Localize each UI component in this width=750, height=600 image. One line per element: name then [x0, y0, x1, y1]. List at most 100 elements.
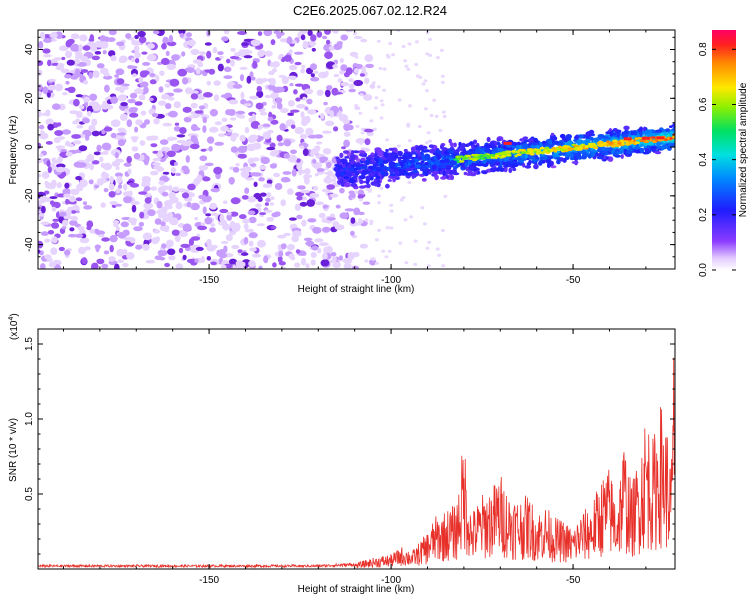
noise-blob — [127, 98, 136, 104]
noise-blob — [142, 243, 150, 251]
signal-blob — [533, 163, 539, 170]
noise-blob — [283, 153, 290, 159]
noise-blob — [179, 127, 187, 134]
signal-blob — [366, 183, 371, 189]
noise-blob — [42, 86, 49, 95]
noise-blob — [144, 119, 150, 125]
signal-core — [533, 150, 537, 153]
noise-blob — [79, 179, 88, 188]
noise-blob — [123, 162, 132, 167]
noise-blob — [62, 219, 69, 227]
noise-blob — [330, 252, 337, 257]
noise-blob — [75, 118, 81, 124]
noise-blob — [291, 168, 297, 177]
noise-blob — [47, 230, 55, 235]
noise-blob — [353, 68, 359, 74]
signal-blob — [379, 163, 385, 168]
noise-blob — [264, 94, 272, 99]
noise-blob — [56, 122, 62, 127]
colorbar-tick-label: 0.0 — [698, 263, 709, 277]
noise-blob — [425, 89, 429, 93]
noise-blob — [423, 79, 428, 83]
noise-blob — [434, 114, 439, 118]
noise-blob — [235, 110, 246, 115]
noise-blob — [235, 260, 244, 267]
y-tick-label: 40 — [24, 44, 35, 56]
noise-blob — [147, 209, 156, 217]
noise-blob — [91, 130, 100, 137]
signal-blob — [365, 175, 371, 181]
noise-blob — [181, 192, 190, 199]
noise-blob — [184, 67, 195, 72]
signal-blob — [643, 145, 648, 149]
noise-blob — [339, 212, 349, 220]
signal-blob — [349, 154, 356, 159]
signal-blob — [643, 126, 647, 132]
noise-blob — [300, 189, 311, 194]
noise-blob — [388, 41, 393, 46]
signal-blob — [512, 167, 517, 172]
noise-blob — [168, 110, 178, 118]
noise-blob — [82, 117, 90, 124]
noise-blob — [354, 190, 359, 194]
noise-blob — [38, 157, 44, 164]
noise-blob — [198, 105, 206, 110]
noise-blob — [332, 64, 338, 69]
colorbar: 0.0 0.2 0.4 0.6 0.8 Normalized spectral ampl… — [698, 30, 749, 277]
signal-blob — [491, 159, 496, 165]
noise-blob — [350, 192, 356, 199]
noise-blob — [38, 199, 45, 204]
noise-blob — [354, 55, 359, 59]
noise-blob — [83, 205, 93, 210]
noise-blob — [116, 78, 125, 85]
noise-blob — [348, 78, 354, 83]
noise-blob — [44, 190, 50, 195]
noise-blob — [278, 74, 286, 78]
noise-blob — [357, 194, 364, 200]
signal-blob — [576, 139, 584, 145]
noise-blob — [229, 211, 239, 217]
noise-blob — [271, 104, 277, 109]
noise-blob — [246, 143, 257, 152]
signal-blob — [345, 172, 352, 177]
signal-track — [333, 122, 675, 190]
noise-blob — [248, 240, 254, 247]
noise-blob — [143, 158, 149, 166]
signal-blob — [497, 167, 505, 171]
noise-blob — [358, 218, 363, 222]
noise-blob — [239, 74, 245, 82]
signal-blob — [577, 156, 582, 160]
noise-blob — [88, 124, 96, 132]
noise-blob — [134, 126, 139, 133]
noise-blob — [435, 56, 440, 60]
noise-blob — [287, 75, 297, 80]
noise-blob — [104, 84, 110, 93]
noise-blob — [71, 215, 77, 221]
noise-blob — [150, 186, 158, 191]
noise-blob — [133, 152, 141, 160]
noise-blob — [50, 32, 58, 39]
noise-blob — [377, 201, 382, 205]
signal-core — [650, 136, 657, 139]
noise-blob — [173, 101, 181, 109]
noise-blob — [226, 213, 233, 221]
signal-blob — [543, 155, 548, 160]
signal-blob — [415, 150, 421, 154]
noise-blob — [332, 91, 342, 95]
noise-blob — [361, 65, 366, 74]
signal-core — [672, 135, 675, 139]
noise-blob — [226, 211, 232, 216]
noise-blob — [137, 30, 146, 38]
noise-blob — [295, 97, 301, 102]
noise-blob — [409, 215, 414, 219]
noise-blob — [228, 176, 235, 185]
signal-blob — [375, 175, 381, 180]
noise-blob — [202, 206, 207, 214]
signal-blob — [421, 178, 427, 182]
noise-blob — [362, 201, 371, 205]
noise-blob — [39, 31, 46, 39]
noise-blob — [310, 73, 315, 78]
colorbar-ticks: 0.0 0.2 0.4 0.6 0.8 — [698, 42, 736, 277]
plot-frame-top — [37, 29, 676, 270]
noise-blob — [426, 131, 431, 135]
